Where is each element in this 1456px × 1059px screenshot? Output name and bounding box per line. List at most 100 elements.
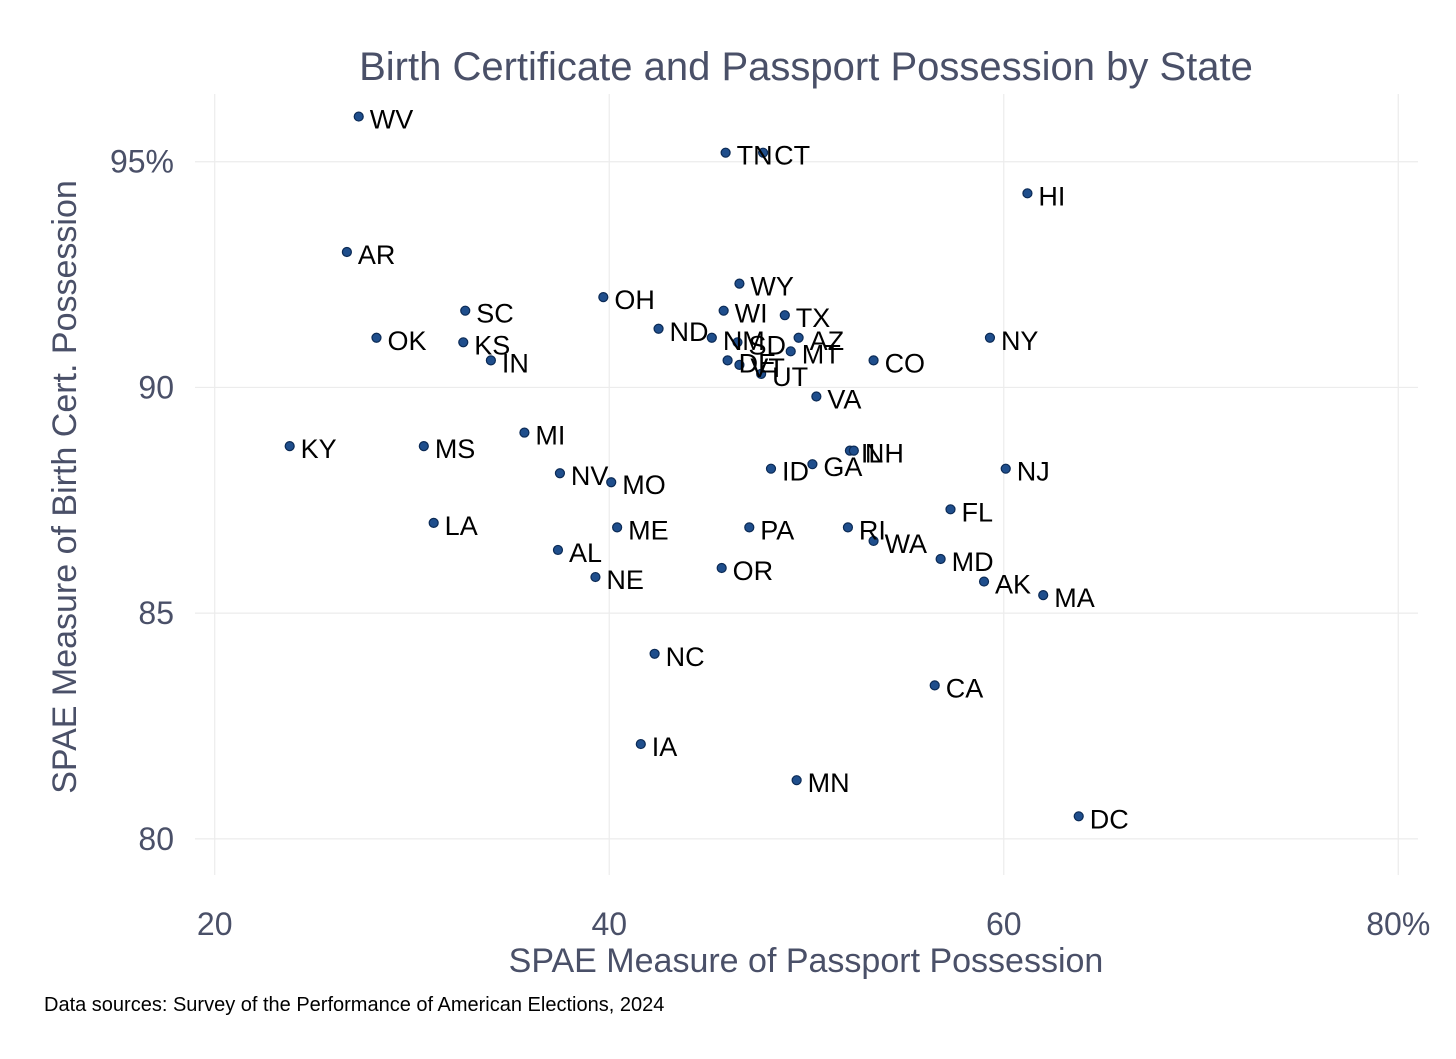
data-point-oh bbox=[598, 292, 609, 303]
point-label-ms: MS bbox=[435, 434, 476, 464]
y-tick-label: 90 bbox=[138, 369, 174, 405]
point-label-ri: RI bbox=[859, 515, 886, 545]
point-label-wi: WI bbox=[735, 299, 768, 329]
point-label-nv: NV bbox=[571, 461, 609, 491]
data-point-mi bbox=[519, 427, 530, 438]
point-label-pa: PA bbox=[760, 515, 794, 545]
point-label-il: IL bbox=[861, 439, 884, 469]
point-label-sd: SD bbox=[748, 330, 786, 360]
point-label-mt: MT bbox=[802, 339, 841, 369]
data-point-de bbox=[722, 355, 733, 366]
grid bbox=[195, 94, 1418, 875]
data-point-ia bbox=[635, 738, 646, 750]
data-point-hi bbox=[1022, 188, 1033, 199]
point-label-hi: HI bbox=[1038, 181, 1065, 211]
data-point-al bbox=[552, 544, 564, 556]
data-point-wv bbox=[353, 111, 364, 122]
data-point-ga bbox=[807, 459, 818, 470]
data-point-vt bbox=[734, 359, 745, 370]
data-point-ri bbox=[842, 522, 854, 533]
point-label-de: DE bbox=[739, 348, 777, 378]
data-point-mt bbox=[785, 346, 796, 357]
data-point-ut bbox=[756, 368, 767, 379]
data-point-ak bbox=[978, 576, 990, 587]
data-point-wi bbox=[718, 305, 729, 316]
data-point-ky bbox=[284, 441, 295, 452]
point-label-mn: MN bbox=[808, 768, 850, 798]
point-label-nc: NC bbox=[666, 642, 705, 672]
point-label-la: LA bbox=[445, 511, 478, 541]
x-tick-label: 40 bbox=[591, 906, 627, 942]
data-point-nj bbox=[1000, 463, 1011, 474]
point-label-ga: GA bbox=[823, 452, 862, 482]
point-label-oh: OH bbox=[614, 285, 655, 315]
data-point-md bbox=[935, 553, 946, 565]
data-point-ma bbox=[1038, 590, 1049, 601]
point-label-ny: NY bbox=[1001, 326, 1039, 356]
point-label-or: OR bbox=[733, 556, 774, 586]
x-tick-label: 60 bbox=[986, 906, 1022, 942]
data-point-dc bbox=[1073, 811, 1084, 822]
data-point-la bbox=[428, 517, 439, 528]
y-axis-label: SPAE Measure of Birth Cert. Possession bbox=[46, 180, 84, 794]
data-point-ar bbox=[341, 246, 352, 258]
point-label-ut: UT bbox=[772, 362, 808, 392]
point-label-mo: MO bbox=[622, 470, 666, 500]
data-point-tx bbox=[779, 310, 790, 321]
point-label-ks: KS bbox=[474, 330, 510, 360]
data-point-or bbox=[716, 562, 727, 574]
point-label-wy: WY bbox=[750, 272, 794, 302]
point-label-vt: VT bbox=[750, 353, 785, 383]
point-label-ak: AK bbox=[995, 570, 1031, 600]
data-point-wa bbox=[868, 535, 879, 547]
data-points bbox=[284, 111, 1084, 822]
point-label-ia: IA bbox=[652, 732, 678, 762]
data-point-ok bbox=[371, 332, 382, 343]
point-label-ne: NE bbox=[606, 565, 644, 595]
point-label-nh: NH bbox=[865, 439, 904, 469]
y-tick-label: 85 bbox=[138, 595, 174, 631]
point-label-ct: CT bbox=[774, 141, 810, 171]
chart-title: Birth Certificate and Passport Possessio… bbox=[359, 45, 1253, 89]
data-point-ca bbox=[929, 680, 940, 691]
data-point-nc bbox=[649, 648, 660, 659]
data-point-az bbox=[793, 332, 804, 343]
data-point-ct bbox=[758, 147, 769, 158]
source-note: Data sources: Survey of the Performance … bbox=[44, 994, 664, 1016]
data-point-pa bbox=[744, 522, 755, 533]
data-point-sd bbox=[732, 337, 743, 348]
point-label-nm: NM bbox=[723, 326, 765, 356]
point-label-me: ME bbox=[628, 515, 669, 545]
data-point-id bbox=[765, 463, 777, 474]
point-label-md: MD bbox=[952, 547, 994, 577]
data-point-co bbox=[868, 355, 879, 366]
point-label-id: ID bbox=[782, 457, 809, 487]
point-label-ca: CA bbox=[946, 673, 984, 703]
y-tick-label: 80 bbox=[138, 821, 174, 857]
point-label-wa: WA bbox=[885, 529, 928, 559]
data-point-ks bbox=[458, 337, 469, 348]
point-label-ky: KY bbox=[301, 434, 337, 464]
data-point-nh bbox=[848, 445, 859, 456]
x-tick-label: 20 bbox=[197, 906, 233, 942]
data-point-va bbox=[811, 391, 822, 402]
point-label-nj: NJ bbox=[1017, 457, 1050, 487]
point-label-ma: MA bbox=[1054, 583, 1095, 613]
data-point-nm bbox=[706, 332, 717, 343]
point-label-fl: FL bbox=[961, 497, 993, 527]
x-tick-label: 80% bbox=[1366, 906, 1430, 942]
point-label-az: AZ bbox=[810, 326, 845, 356]
point-label-co: CO bbox=[885, 348, 926, 378]
data-point-tn bbox=[720, 147, 731, 158]
point-label-nd: ND bbox=[670, 317, 709, 347]
data-point-nd bbox=[653, 323, 664, 334]
data-point-mn bbox=[791, 775, 802, 786]
data-point-ne bbox=[590, 571, 601, 583]
axis-ticks: 20 40 60 80% 80 85 90 95% bbox=[110, 144, 1430, 942]
y-tick-label: 95% bbox=[110, 144, 174, 180]
data-point-sc bbox=[460, 305, 471, 316]
point-label-ok: OK bbox=[387, 326, 426, 356]
data-point-ny bbox=[984, 332, 996, 343]
